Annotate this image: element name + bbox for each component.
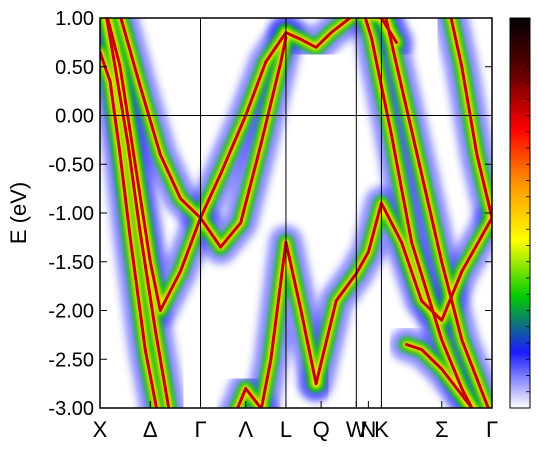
band-1-core: [100, 50, 159, 408]
high-symmetry-lines: [200, 18, 382, 408]
colorbar-ticks: [526, 33, 530, 393]
band-10-core: [449, 18, 492, 220]
k-point-label: Σ: [435, 417, 449, 442]
k-point-label: Γ: [194, 417, 206, 442]
k-point-label: Λ: [238, 417, 253, 442]
band-4-core: [119, 18, 288, 249]
y-tick-label: -1.50: [48, 252, 94, 274]
y-axis: 1.00 0.50 0.00 -0.50 -1.00 -1.50 -2.00 -2.50 -3.…: [48, 8, 492, 420]
y-tick-label: -2.00: [48, 301, 94, 323]
band-12-core: [236, 387, 263, 408]
y-tick-label: 0.00: [55, 106, 94, 128]
y-tick-label: 1.00: [55, 8, 94, 30]
band-2-core: [105, 18, 171, 408]
k-point-label: K: [374, 417, 389, 442]
k-point-label: N: [360, 417, 376, 442]
y-tick-label: -3.00: [48, 398, 94, 420]
y-tick-label: -2.50: [48, 349, 94, 371]
y-tick-label: 0.50: [55, 57, 94, 79]
band-8-core: [384, 18, 490, 408]
k-point-label: Q: [313, 417, 330, 442]
k-point-label: W: [346, 417, 367, 442]
band-3-core: [105, 18, 288, 312]
k-point-label: X: [93, 417, 108, 442]
k-point-label: Δ: [143, 417, 158, 442]
band-5-core: [284, 18, 398, 49]
band-11-core: [405, 343, 475, 408]
x-axis: X Δ Γ Λ L Q WNK Σ Γ: [93, 401, 498, 442]
k-point-label: Γ: [486, 417, 498, 442]
y-axis-label: E (eV): [6, 182, 31, 244]
k-point-label: L: [280, 417, 292, 442]
spectral-bands: [100, 18, 492, 408]
band-9-core: [363, 18, 474, 408]
y-tick-label: -0.50: [48, 154, 94, 176]
y-tick-label: -1.00: [48, 203, 94, 225]
